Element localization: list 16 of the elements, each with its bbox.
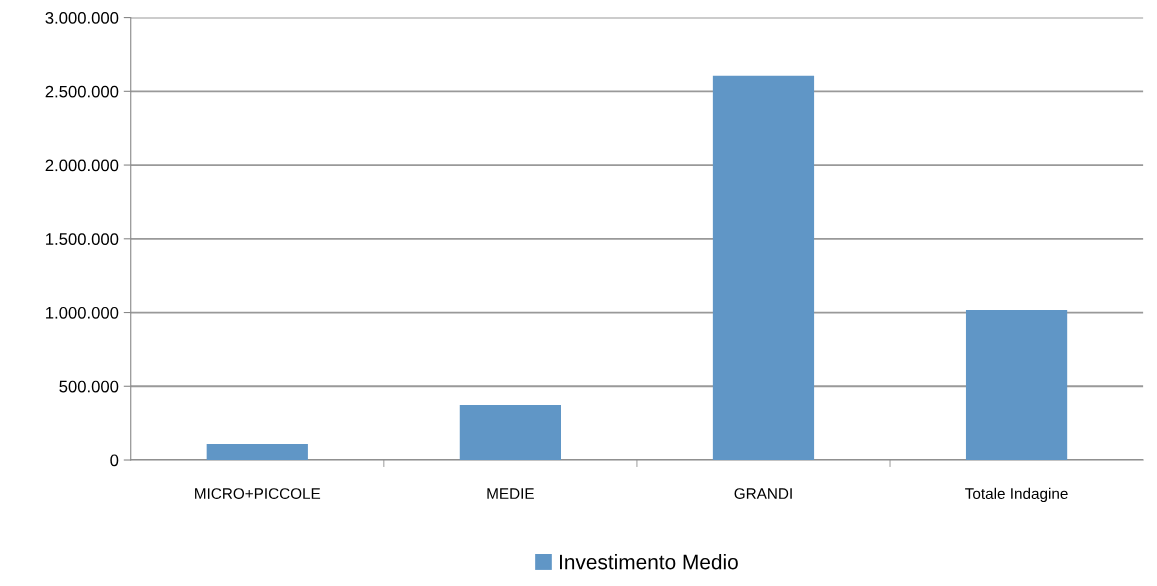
- x-tick-label: GRANDI: [734, 488, 792, 500]
- y-tick-label: 0: [110, 454, 119, 467]
- bar: [459, 405, 561, 461]
- legend-label: Investimento Medio: [559, 554, 738, 570]
- y-tick-label: 2.500.000: [45, 85, 119, 98]
- x-tick-label: Totale Indagine: [965, 487, 1068, 503]
- x-tick-label: MEDIE: [487, 488, 534, 499]
- y-tick-label: 2.000.000: [45, 159, 119, 172]
- y-tick-label: 1.000.000: [46, 306, 119, 319]
- y-tick-label: 500.000: [59, 380, 119, 393]
- y-tick-label: 3.000.000: [45, 11, 119, 24]
- y-tick-label: 1.500.000: [46, 233, 119, 245]
- bar: [206, 444, 308, 461]
- x-tick-label: MICRO+PICCOLE: [195, 488, 321, 500]
- bar: [712, 75, 815, 461]
- bar: [965, 309, 1068, 461]
